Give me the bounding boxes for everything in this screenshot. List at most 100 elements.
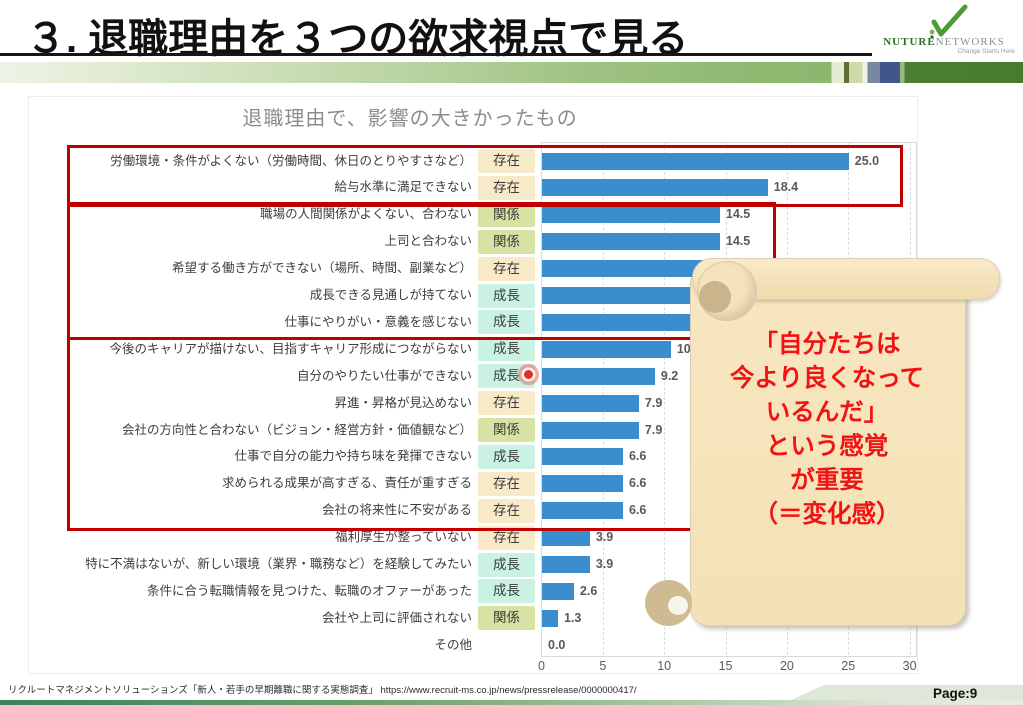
bar-row-label: 仕事で自分の能力や持ち味を発揮できない [234,449,472,464]
bar [542,556,590,573]
bar-value-label: 3.9 [595,530,614,545]
bar-row-label: 昇進・昇格が見込めない [334,395,472,410]
highlight-box [67,145,903,207]
highlight-box [67,202,776,340]
logo-brand-secondary: NETWORKS [935,36,1005,48]
checkmark-icon [929,4,968,38]
bar-row-label: 特に不満はないが、新しい環境（業界・職務など）を経験してみたい [85,557,472,571]
scroll-bottom-curl-notch [668,596,688,615]
highlight-box [67,337,776,531]
axis-tick: 25 [841,659,856,673]
bar [542,502,623,520]
axis-tick: 30 [902,659,917,673]
bar [542,448,623,466]
callout-text: 「自分たちは 今より良くなって いるんだ」という感覚が重要 （＝変化感） [698,328,956,532]
bar [542,421,639,439]
logo-brand-primary: NUTURE [883,36,936,48]
bar-row-label: 会社の方向性と合わない（ビジョン・経営方針・価値観など） [121,422,472,437]
bar-value-label: 14.5 [725,207,751,222]
bar [542,206,720,224]
bar-row-label: 求められる成果が高すぎる、責任が重すぎる [221,476,472,491]
need-tag: 関係 [478,229,535,254]
bar-value-label: 18.4 [773,180,799,195]
bar [542,287,704,304]
gridline [664,142,666,655]
bar-row-label: 労働環境・条件がよくない（労働時間、休日のとりやすさなど） [110,153,472,168]
callout-line: という感覚 [765,433,889,460]
bar [542,609,558,627]
bar [542,313,700,331]
need-tag: 存在 [478,471,535,496]
axis-tick: 0 [538,659,545,673]
bar [542,233,720,251]
bar [542,367,655,385]
bar-value-label: 2.6 [579,583,598,598]
bar-row-label: 給与水準に満足できない [334,180,472,195]
axis-tick: 5 [599,659,607,673]
need-tag: 成長 [478,283,535,308]
bar-value-label: 1.3 [563,610,582,625]
cursor-click-indicator [524,370,533,379]
page-number: Page:9 [933,686,978,701]
bar-row-label: 今後のキャリアが描けない、目指すキャリア形成につながらない [109,341,472,356]
callout-line: いるんだ」 [765,399,889,426]
need-tag: 成長 [478,337,535,362]
need-tag: 存在 [478,498,535,523]
axis-tick: 10 [657,659,672,673]
bar-row-label: 会社の将来性に不安がある [321,503,472,518]
bar-row-label: その他 [434,637,472,652]
bar-row-label: 成長できる見通しが持てない [309,288,472,302]
logo-wordmark: NUTURENETWORKS [869,36,1019,48]
bar-value-label: 14.5 [725,234,751,249]
bar-value-label: 6.6 [628,449,647,464]
title-underline [0,53,872,56]
callout-line: が重要 [790,467,864,494]
bar-row-label: 自分のやりたい仕事ができない [296,368,472,383]
need-tag: 成長 [478,579,535,604]
callout-line: （＝変化感） [753,501,901,528]
bar [542,582,574,600]
bar-row-label: 職場の人間関係がよくない、合わない [260,207,472,222]
need-tag: 存在 [478,391,535,416]
need-tag: 成長 [478,310,535,335]
company-logo: NUTURENETWORKS Change Starts Here [869,2,1019,56]
bar [542,394,639,412]
need-tag: 成長 [478,444,535,469]
bar [542,152,849,170]
need-tag: 関係 [478,606,535,631]
bar-value-label: 3.9 [595,557,614,571]
scroll-body-shape [690,276,966,626]
callout-line: 「自分たちは [753,331,901,358]
bar-value-label: 7.9 [644,395,663,410]
bar-row-label: 福利厚生が整っていない [335,530,472,545]
bar-value-label: 6.6 [628,476,647,491]
bar-value-label: 25.0 [854,153,880,168]
need-tag: 存在 [478,175,535,200]
need-tag: 存在 [478,149,535,173]
bar-row-label: 仕事にやりがい・意義を感じない [284,314,472,329]
chart-title: 退職理由で、影響の大きかったもの [242,108,578,130]
axis-tick: 20 [779,659,794,673]
need-tag: 存在 [478,256,535,281]
bar [542,179,768,197]
source-citation: リクルートマネジメントソリューションズ「新人・若手の早期離職に関する実態調査」 … [8,685,637,696]
bar-row-label: 条件に合う転職情報を見つけた、転職のオファーがあった [146,583,472,598]
scroll-top-curl-inner-shape [699,281,731,313]
bar [542,260,704,278]
bar [542,529,590,547]
bar [542,475,623,493]
bar-value-label: 7.9 [644,422,663,437]
decorative-green-band [0,62,1023,83]
axis-tick: 15 [718,659,733,673]
bar-row-label: 会社や上司に評価されない [321,610,472,625]
callout-line: 今より良くなって [729,365,925,392]
bar-value-label: 0.0 [548,637,566,652]
bar-row-label: 希望する働き方ができない（場所、時間、副業など） [171,261,472,276]
need-tag: 成長 [478,552,535,577]
need-tag: 関係 [478,418,535,442]
bar-row-label: 上司と合わない [384,234,472,249]
bar [542,340,671,358]
bar-value-label: 6.6 [628,503,647,518]
logo-tagline: Change Starts Here [957,48,1015,55]
